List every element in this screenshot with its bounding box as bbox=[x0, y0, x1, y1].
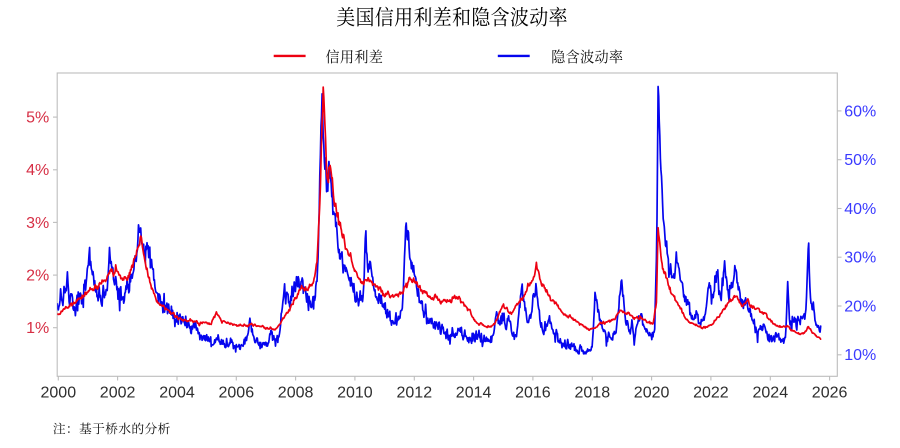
svg-text:30%: 30% bbox=[844, 250, 876, 267]
svg-text:5%: 5% bbox=[26, 110, 49, 127]
svg-text:3%: 3% bbox=[26, 215, 49, 232]
svg-text:2002: 2002 bbox=[100, 385, 136, 402]
svg-text:60%: 60% bbox=[844, 103, 876, 120]
svg-text:10%: 10% bbox=[844, 347, 876, 364]
svg-text:2004: 2004 bbox=[159, 385, 195, 402]
svg-text:2020: 2020 bbox=[634, 385, 670, 402]
svg-text:2006: 2006 bbox=[219, 385, 255, 402]
svg-text:2014: 2014 bbox=[456, 385, 492, 402]
svg-text:50%: 50% bbox=[844, 152, 876, 169]
svg-text:2010: 2010 bbox=[337, 385, 373, 402]
svg-text:2%: 2% bbox=[26, 267, 49, 284]
svg-text:2022: 2022 bbox=[693, 385, 729, 402]
svg-text:1%: 1% bbox=[26, 320, 49, 337]
svg-text:2008: 2008 bbox=[278, 385, 314, 402]
svg-text:2000: 2000 bbox=[41, 385, 77, 402]
svg-text:2026: 2026 bbox=[812, 385, 848, 402]
svg-text:40%: 40% bbox=[844, 201, 876, 218]
svg-text:4%: 4% bbox=[26, 162, 49, 179]
svg-text:2018: 2018 bbox=[575, 385, 611, 402]
svg-text:2024: 2024 bbox=[753, 385, 789, 402]
svg-text:2012: 2012 bbox=[397, 385, 433, 402]
svg-text:2016: 2016 bbox=[515, 385, 551, 402]
svg-text:20%: 20% bbox=[844, 298, 876, 315]
